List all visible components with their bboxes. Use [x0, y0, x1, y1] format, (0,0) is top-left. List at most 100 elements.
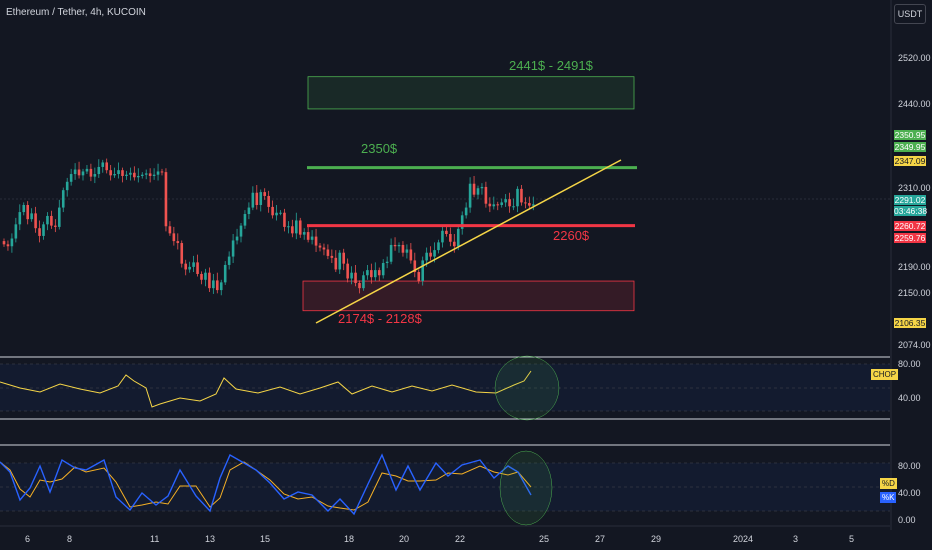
candle-body: [22, 204, 26, 213]
candle-body: [168, 226, 172, 234]
chop-line: [0, 370, 532, 408]
candle-body: [152, 174, 156, 176]
candle-body: [42, 224, 45, 236]
candle-body: [50, 215, 53, 226]
candle-body: [109, 170, 112, 176]
candle-body: [243, 214, 247, 226]
candle-body: [251, 192, 255, 208]
time-tick: 5: [849, 534, 855, 544]
upper-target-zone: [307, 76, 635, 110]
candle-body: [65, 181, 69, 191]
time-tick: 27: [595, 534, 606, 544]
candle-body: [381, 263, 385, 276]
resistance-label: 2350$: [361, 141, 398, 156]
candle-body: [200, 273, 203, 280]
candle-body: [188, 266, 191, 270]
candle-body: [85, 168, 89, 172]
price-tag: 2347.09: [894, 156, 926, 166]
candle-body: [58, 207, 61, 227]
candle-body: [480, 186, 484, 189]
candle-body: [196, 262, 199, 274]
price-tick: 2190.00: [898, 262, 931, 272]
time-tick: 22: [455, 534, 466, 544]
candle-body: [326, 249, 330, 256]
price-tick: 2150.00: [898, 288, 931, 298]
chop-highlight: [494, 355, 560, 421]
candle-body: [46, 215, 49, 225]
candle-body: [504, 199, 507, 203]
candle-body: [2, 241, 6, 245]
candle-body: [176, 241, 180, 244]
candle-body: [445, 230, 448, 235]
candle-body: [310, 236, 314, 240]
candle-body: [223, 264, 227, 283]
level-lines[interactable]: [307, 159, 637, 324]
price-tick: 2310.00: [898, 183, 931, 193]
candle-body: [449, 234, 452, 242]
candle-body: [370, 270, 373, 278]
candle-body: [520, 188, 523, 203]
candle-body: [231, 240, 235, 257]
candle-body: [14, 224, 18, 239]
candle-body: [271, 206, 274, 216]
stoch-highlight: [499, 450, 553, 526]
candle-body: [291, 226, 294, 234]
candle-body: [180, 243, 184, 264]
candle-body: [393, 244, 397, 247]
candle-body: [338, 252, 342, 270]
candle-body: [441, 230, 444, 243]
candle-body: [239, 225, 243, 237]
zone-upper-label: 2441$ - 2491$: [509, 58, 593, 73]
candle-body: [140, 174, 144, 176]
candle-body: [54, 225, 57, 227]
candle-body: [137, 175, 140, 178]
candle-body: [528, 203, 531, 206]
candle-body: [433, 250, 436, 257]
candle-body: [354, 272, 357, 284]
time-tick: 3: [793, 534, 799, 544]
candle-body: [350, 272, 353, 279]
candle-body: [34, 213, 37, 229]
candle-body: [346, 263, 349, 279]
candle-body: [30, 213, 33, 220]
candle-body: [472, 183, 476, 195]
candle-body: [532, 204, 535, 206]
candle-body: [330, 255, 334, 258]
countdown-tag: 03:46:38: [894, 206, 928, 216]
symbol-title[interactable]: Ethereum / Tether, 4h, KUCOIN: [6, 7, 146, 18]
candle-body: [212, 280, 215, 289]
price-grid: [0, 0, 892, 530]
price-tick: 2074.00: [898, 340, 931, 350]
time-tick: 15: [260, 534, 271, 544]
candle-body: [453, 241, 456, 247]
candle-body: [208, 272, 211, 289]
candle-body: [302, 232, 306, 235]
candle-body: [113, 174, 116, 176]
price-tag: 2350.95: [894, 130, 926, 140]
candle-body: [429, 252, 432, 257]
candle-body: [69, 174, 73, 182]
zone-lower-label: 2174$ - 2128$: [338, 311, 422, 326]
candle-body: [401, 244, 405, 253]
candle-body: [318, 245, 322, 248]
candle-body: [235, 236, 239, 241]
candle-body: [129, 172, 132, 175]
candle-body: [117, 170, 120, 175]
candle-body: [101, 162, 105, 167]
candle-body: [10, 238, 14, 247]
candle-body: [512, 206, 515, 208]
price-tag: 2260.72: [894, 221, 926, 231]
last-price-tag: 2291.02: [894, 195, 926, 205]
candle-body: [500, 202, 503, 205]
candle-body: [524, 202, 527, 204]
candle-body: [295, 220, 298, 234]
candle-body: [322, 247, 326, 250]
candle-body: [377, 270, 381, 276]
candle-body: [267, 195, 270, 207]
candle-body: [6, 244, 10, 247]
price-tag: 2106.35: [894, 318, 926, 328]
currency-button[interactable]: USDT: [894, 4, 926, 24]
time-tick: 6: [25, 534, 31, 544]
lower-demand-zone: [302, 280, 635, 312]
